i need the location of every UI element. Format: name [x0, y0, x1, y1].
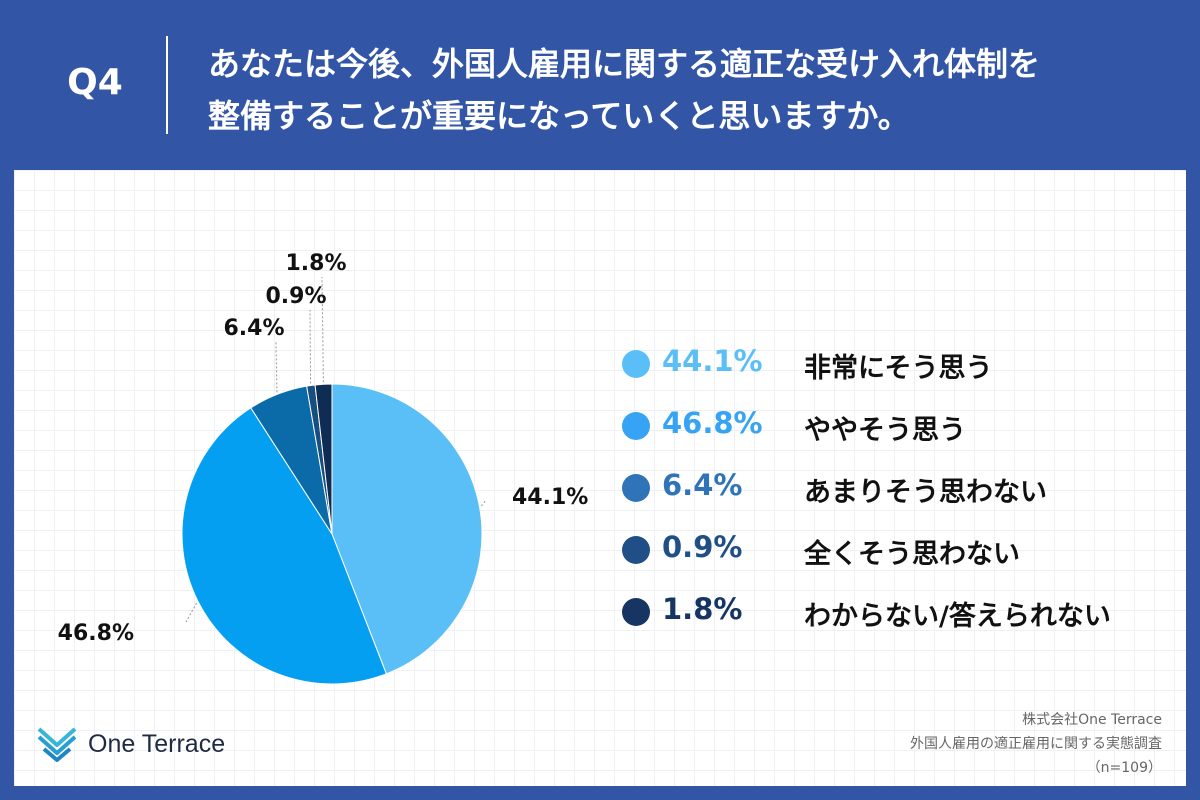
question-text: あなたは今後、外国人雇用に関する適正な受け入れ体制を 整備することが重要になって… [208, 38, 1168, 142]
pie-slice [314, 383, 333, 535]
leader-line [185, 602, 198, 623]
pie-slice [181, 407, 387, 685]
legend-percent: 0.9% [662, 530, 743, 564]
pie-data-label: 44.1% [512, 485, 588, 510]
legend-percent: 44.1% [662, 344, 763, 378]
pie-data-label: 6.4% [223, 316, 284, 341]
legend-label: ややそう思う [804, 415, 966, 446]
legend: 44.1% 非常にそう思う 46.8% ややそう思う 6.4% あまりそう思わな… [622, 338, 1162, 648]
legend-label: わからない/答えられない [804, 601, 1111, 632]
legend-item: 44.1% 非常にそう思う [622, 338, 1162, 400]
question-number: Q4 [67, 62, 123, 103]
question-line-1: あなたは今後、外国人雇用に関する適正な受け入れ体制を [208, 45, 1041, 83]
chart-panel: 44.1% 46.8% 6.4% 0.9% 1.8% 44.1% 非常にそう思う 46.… [14, 170, 1186, 786]
legend-percent: 1.8% [662, 592, 743, 626]
legend-label: あまりそう思わない [804, 477, 1047, 508]
one-terrace-logo-icon [37, 727, 77, 762]
pie-leader-lines [185, 276, 487, 623]
source-survey: 外国人雇用の適正雇用に関する実態調査 [910, 736, 1162, 752]
header: Q4 あなたは今後、外国人雇用に関する適正な受け入れ体制を 整備することが重要に… [0, 0, 1200, 170]
source-note: 株式会社One Terrace 外国人雇用の適正雇用に関する実態調査 （n=10… [910, 708, 1162, 780]
question-line-2: 整備することが重要になっていくと思いますか。 [208, 97, 910, 135]
legend-dot [622, 474, 650, 502]
legend-dot [622, 536, 650, 564]
legend-item: 46.8% ややそう思う [622, 400, 1162, 462]
legend-item: 1.8% わからない/答えられない [622, 586, 1162, 648]
leader-line [309, 309, 312, 384]
legend-item: 6.4% あまりそう思わない [622, 462, 1162, 524]
legend-dot [622, 350, 650, 378]
legend-dot [622, 412, 650, 440]
logo-text: One Terrace [88, 730, 226, 758]
source-sample-size: （n=109） [1086, 760, 1162, 776]
pie-data-label: 0.9% [265, 284, 326, 309]
pie-slice [331, 383, 483, 675]
source-company: 株式会社One Terrace [1022, 712, 1162, 728]
pie-data-label: 46.8% [58, 621, 134, 646]
legend-dot [622, 598, 650, 626]
legend-percent: 6.4% [662, 468, 743, 502]
leader-line [321, 276, 324, 383]
pie-chart: 44.1% 46.8% 6.4% 0.9% 1.8% [58, 251, 589, 685]
pie-data-labels: 44.1% 46.8% 6.4% 0.9% 1.8% [58, 251, 589, 646]
legend-item: 0.9% 全くそう思わない [622, 524, 1162, 586]
pie-data-label: 1.8% [285, 251, 346, 276]
legend-percent: 46.8% [662, 406, 763, 440]
legend-label: 非常にそう思う [804, 353, 993, 384]
pie-slices [181, 383, 483, 685]
header-divider [166, 36, 168, 134]
leader-line [481, 499, 487, 507]
legend-label: 全くそう思わない [804, 539, 1020, 570]
leader-line [275, 341, 278, 393]
